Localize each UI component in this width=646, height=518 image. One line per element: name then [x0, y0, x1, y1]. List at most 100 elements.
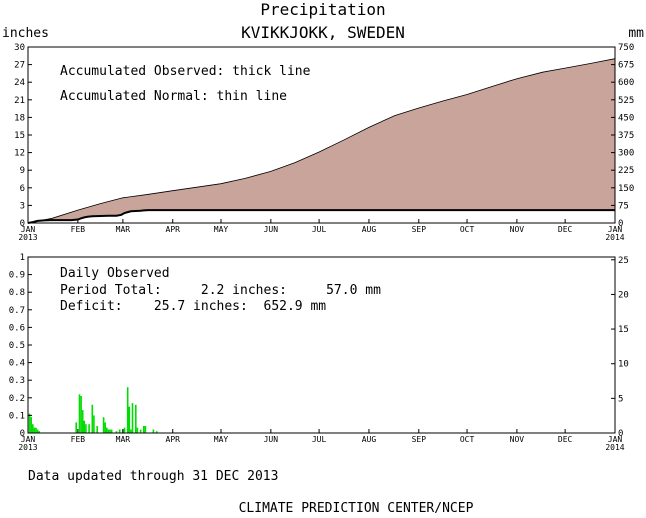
daily-bar: [143, 426, 145, 433]
mm-axis-tick-label: 150: [618, 184, 634, 194]
legend-observed: Accumulated Observed: thick line: [60, 64, 311, 79]
mm-axis-tick-label: 525: [618, 96, 634, 106]
daily-month-axis-year-label: 2013: [18, 443, 37, 452]
daily-axis-ticks: 00.10.20.30.40.50.60.70.80.910510152025J…: [9, 253, 629, 452]
accumulated-lines-layer: [27, 58, 616, 224]
daily-bar: [109, 429, 111, 433]
daily-month-axis-tick-label: OCT: [460, 435, 475, 444]
daily-month-axis-tick-label: FEB: [71, 435, 86, 444]
daily-bar: [152, 429, 155, 433]
daily-mm-axis-tick-label: 15: [618, 325, 629, 335]
month-axis-tick-label: OCT: [460, 225, 475, 234]
mm-axis-tick-label: 225: [618, 166, 634, 176]
month-axis-year-label: 2014: [605, 233, 624, 242]
daily-month-axis-tick-label: JUN: [264, 435, 279, 444]
daily-bar: [88, 424, 90, 433]
daily-inches-axis-tick-label: 0.4: [9, 359, 25, 369]
daily-bar: [36, 429, 39, 433]
daily-inches-axis-tick-label: 0.9: [9, 271, 25, 281]
daily-bar: [128, 406, 131, 433]
daily-bar: [83, 420, 86, 433]
daily-bar: [104, 422, 106, 433]
mm-axis-tick-label: 75: [618, 201, 629, 211]
daily-bar: [107, 429, 110, 433]
month-axis-tick-label: APR: [166, 225, 181, 234]
daily-panel: 00.10.20.30.40.50.60.70.80.910510152025J…: [9, 253, 629, 452]
daily-bar: [106, 427, 108, 433]
inches-axis-tick-label: 3: [20, 201, 25, 211]
daily-bar: [78, 394, 81, 433]
daily-bar: [35, 427, 37, 433]
daily-bar: [38, 431, 41, 433]
daily-bar: [123, 427, 126, 433]
month-axis-tick-label: SEP: [412, 225, 427, 234]
daily-inches-axis-tick-label: 0.2: [9, 394, 25, 404]
daily-inches-axis-tick-label: 0.3: [9, 376, 25, 386]
mm-axis-tick-label: 300: [618, 149, 634, 159]
credit-line: CLIMATE PREDICTION CENTER/NCEP: [239, 501, 474, 516]
inches-axis-tick-label: 6: [20, 184, 25, 194]
daily-month-axis-tick-label: JAN: [21, 435, 36, 444]
daily-bar: [126, 387, 129, 433]
daily-inches-axis-tick-label: 0.8: [9, 288, 25, 298]
observed-line: [27, 209, 615, 224]
daily-inches-axis-tick-label: 0.6: [9, 323, 25, 333]
inches-axis-tick-label: 15: [14, 131, 25, 141]
inches-axis-tick-label: 27: [14, 61, 25, 71]
normal-line: [27, 58, 616, 224]
daily-bar: [144, 426, 147, 433]
inches-axis-tick-label: 30: [14, 43, 25, 53]
mm-axis-tick-label: 375: [618, 131, 634, 141]
daily-bar: [118, 429, 121, 433]
daily-bar: [131, 403, 134, 433]
daily-bar: [93, 415, 95, 433]
daily-inches-axis-tick-label: 1: [20, 253, 25, 263]
daily-inches-axis-tick-label: 0.5: [9, 341, 25, 351]
month-axis-tick-label: JAN: [608, 225, 623, 234]
inches-axis-tick-label: 12: [14, 149, 25, 159]
daily-bar: [33, 427, 36, 433]
chart-title: Precipitation: [260, 0, 385, 19]
inches-axis-tick-label: 0: [20, 219, 25, 229]
daily-inches-axis-tick-label: 0.1: [9, 411, 25, 421]
daily-bar: [135, 404, 137, 433]
month-axis-year-label: 2013: [18, 233, 37, 242]
daily-bar: [32, 424, 34, 433]
daily-mm-axis-tick-label: 5: [618, 394, 623, 404]
right-unit-label: mm: [628, 26, 644, 41]
daily-bar: [136, 427, 139, 433]
period-total: Period Total: 2.2 inches: 57.0 mm: [60, 283, 381, 298]
month-axis-tick-label: MAY: [214, 225, 229, 234]
daily-month-axis-tick-label: APR: [166, 435, 181, 444]
daily-month-axis-tick-label: JAN: [608, 435, 623, 444]
daily-heading: Daily Observed: [60, 266, 170, 281]
accumulated-panel: 0369121518212427300751502253003754505256…: [14, 43, 634, 242]
updated-note: Data updated through 31 DEC 2013: [28, 469, 278, 484]
daily-month-axis-tick-label: MAY: [214, 435, 229, 444]
month-axis-tick-label: JUN: [264, 225, 279, 234]
inches-axis-tick-label: 24: [14, 78, 25, 88]
daily-bar: [30, 417, 32, 433]
daily-bar: [102, 417, 105, 433]
mm-axis-tick-label: 450: [618, 113, 634, 123]
accumulated-fill-layer: [28, 58, 615, 224]
daily-inches-axis-tick-label: 0.7: [9, 306, 25, 316]
mm-axis-tick-label: 600: [618, 78, 634, 88]
daily-month-axis-tick-label: MAR: [116, 435, 131, 444]
daily-bar: [85, 424, 87, 433]
normal-area-fill: [28, 58, 615, 224]
daily-month-axis-tick-label: NOV: [510, 435, 525, 444]
inches-axis-tick-label: 18: [14, 113, 25, 123]
daily-month-axis-tick-label: SEP: [412, 435, 427, 444]
daily-mm-axis-tick-label: 10: [618, 360, 629, 370]
daily-bar: [110, 429, 113, 433]
month-axis-tick-label: AUG: [362, 225, 377, 234]
daily-bar: [80, 396, 82, 433]
mm-axis-tick-label: 675: [618, 61, 634, 71]
daily-bar: [96, 426, 98, 433]
daily-bars-layer: [28, 387, 158, 433]
mm-axis-tick-label: 750: [618, 43, 634, 53]
daily-bar: [139, 429, 142, 433]
daily-bar: [115, 431, 118, 433]
